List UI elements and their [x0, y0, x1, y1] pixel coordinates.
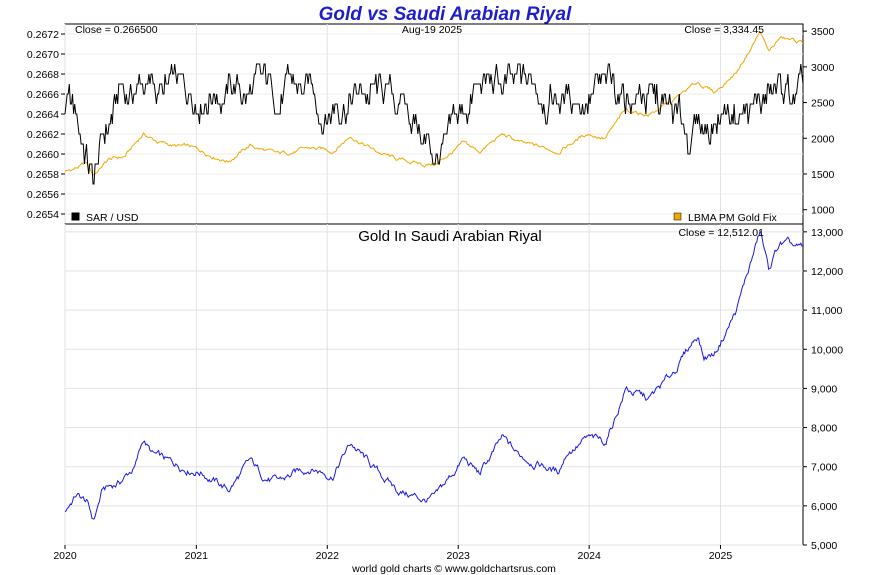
right-close-label: Close = 3,334.45 — [684, 24, 764, 36]
legend-swatch-sar-usd — [71, 212, 80, 221]
lower-y-tick-label: 9,000 — [811, 383, 837, 395]
lower-y-tick-label: 13,000 — [811, 227, 843, 239]
right-y-tick-label: 3500 — [811, 26, 835, 38]
right-y-tick-label: 3000 — [811, 62, 835, 74]
x-tick-label: 2021 — [185, 550, 209, 562]
right-y-tick-label: 2500 — [811, 98, 835, 110]
footer-credit: world gold charts © www.goldchartsrus.co… — [351, 563, 556, 575]
upper-right-axis: 1000 1500 2000 2500 3000 3500 — [803, 26, 835, 217]
lower-y-tick-label: 7,000 — [811, 462, 837, 474]
gold-sar-series-line — [64, 230, 804, 520]
left-y-tick-label: 0.2660 — [27, 149, 59, 161]
x-tick-label: 2024 — [577, 550, 601, 562]
left-y-tick-label: 0.2668 — [27, 69, 59, 81]
lower-y-tick-label: 5,000 — [811, 540, 837, 552]
right-y-tick-label: 2000 — [811, 133, 835, 145]
lower-panel-title: Gold In Saudi Arabian Riyal — [358, 228, 541, 245]
left-y-tick-label: 0.2670 — [27, 49, 59, 61]
legend-label-gold-fix: LBMA PM Gold Fix — [688, 212, 777, 224]
lower-y-tick-label: 8,000 — [811, 423, 837, 435]
x-tick-label: 2025 — [709, 550, 733, 562]
left-y-tick-label: 0.2664 — [27, 109, 59, 121]
right-y-tick-label: 1000 — [811, 205, 835, 217]
x-tick-label: 2020 — [53, 550, 77, 562]
left-y-tick-label: 0.2662 — [27, 129, 59, 141]
lower-y-tick-label: 12,000 — [811, 266, 843, 278]
left-y-tick-label: 0.2672 — [27, 29, 59, 41]
upper-left-axis: 0.2654 0.2656 0.2658 0.2660 0.2662 0.2664 0.26… — [27, 29, 65, 221]
lower-y-tick-label: 6,000 — [811, 501, 837, 513]
upper-panel-frame — [64, 23, 804, 225]
left-y-tick-label: 0.2658 — [27, 169, 59, 181]
gold-usd-series-line — [64, 30, 804, 176]
date-label: Aug-19 2025 — [402, 24, 462, 36]
x-tick-label: 2023 — [447, 550, 471, 562]
lower-right-axis: 5,000 6,000 7,000 8,000 9,000 10,000 11,000 12,… — [803, 227, 843, 552]
sar-usd-series-line — [64, 63, 804, 185]
lower-y-tick-label: 10,000 — [811, 344, 843, 356]
left-close-label: Close = 0.266500 — [75, 24, 158, 36]
lower-gridlines — [64, 224, 803, 546]
left-y-tick-label: 0.2656 — [27, 189, 59, 201]
x-axis: 2020 2021 2022 2023 2024 2025 — [53, 545, 732, 562]
right-y-tick-label: 1500 — [811, 169, 835, 181]
left-y-tick-label: 0.2666 — [27, 89, 59, 101]
x-tick-label: 2022 — [316, 550, 340, 562]
legend-swatch-gold-fix — [673, 212, 682, 221]
lower-y-tick-label: 11,000 — [811, 305, 842, 317]
chart-title: Gold vs Saudi Arabian Riyal — [319, 4, 572, 25]
lower-close-label: Close = 12,512.01 — [678, 227, 764, 239]
lower-panel-frame — [64, 223, 804, 546]
legend-label-sar-usd: SAR / USD — [86, 212, 139, 224]
left-y-tick-label: 0.2654 — [27, 209, 59, 221]
